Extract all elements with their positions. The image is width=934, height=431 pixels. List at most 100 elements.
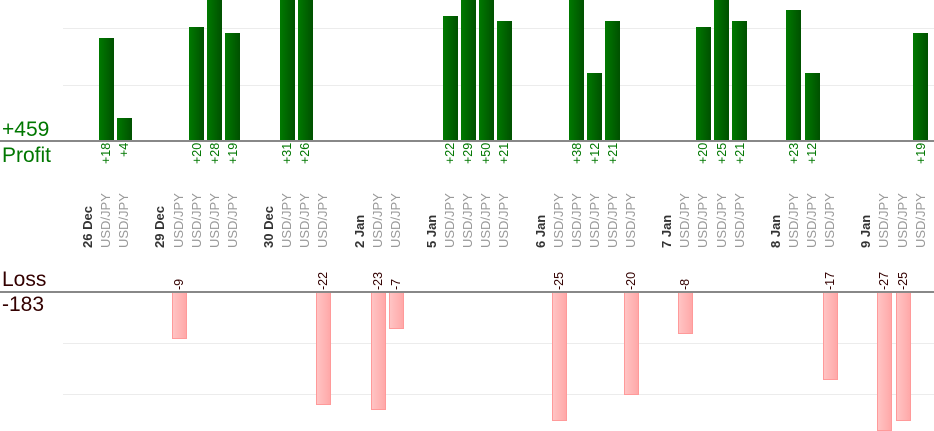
- pair-label: USD/JPY: [623, 193, 638, 248]
- pair-label: USD/JPY: [677, 193, 693, 248]
- profit-value-label: +28: [207, 143, 222, 165]
- date-label: 2 Jan: [351, 214, 367, 248]
- profit-value-label: +50: [479, 143, 494, 165]
- date-label: 7 Jan: [659, 214, 675, 248]
- profit-bar: [225, 32, 241, 141]
- loss-bar: [388, 292, 404, 329]
- loss-bar: [678, 292, 694, 334]
- pair-label: USD/JPY: [478, 193, 494, 248]
- pair-label: USD/JPY: [550, 193, 566, 248]
- profit-bar: [714, 0, 729, 141]
- profit-bar: [478, 0, 494, 141]
- date-label: 6 Jan: [532, 214, 548, 248]
- pair-label: USD/JPY: [387, 193, 403, 248]
- loss-bar: [370, 292, 386, 411]
- pair-label: USD/JPY: [822, 193, 838, 248]
- pair-label: USD/JPY: [785, 193, 801, 248]
- date-label: 5 Jan: [423, 214, 439, 248]
- pair-label: USD/JPY: [912, 193, 928, 248]
- profit-bar: [442, 15, 458, 141]
- pair-label: USD/JPY: [188, 193, 204, 248]
- date-label: 30 Dec: [261, 206, 276, 248]
- pair-label: USD/JPY: [442, 193, 457, 248]
- pair-label: USD/JPY: [98, 193, 114, 248]
- pair-label: USD/JPY: [206, 193, 222, 248]
- loss-gridline: [63, 394, 934, 395]
- profit-bar: [98, 38, 114, 141]
- profit-bar: [207, 0, 223, 141]
- loss-baseline: [0, 291, 934, 293]
- profit-value-label: +21: [497, 143, 512, 165]
- profit-bar: [297, 0, 313, 141]
- loss-value-label: -8: [678, 278, 693, 290]
- loss-bar: [551, 292, 567, 421]
- profit-bar: [116, 118, 132, 141]
- profit-bar: [913, 32, 929, 141]
- pair-label: USD/JPY: [695, 193, 711, 248]
- loss-bar: [624, 292, 639, 395]
- pair-label: USD/JPY: [279, 193, 295, 248]
- profit-bar: [460, 0, 476, 141]
- profit-value-label: +22: [443, 143, 457, 165]
- profit-label: Profit: [2, 144, 52, 167]
- loss-value-label: -23: [370, 271, 385, 290]
- date-label: 29 Dec: [152, 206, 168, 248]
- pair-label: USD/JPY: [894, 193, 910, 248]
- profit-value-label: +12: [587, 143, 602, 165]
- profit-bar: [605, 21, 621, 141]
- profit-value-label: +19: [225, 143, 240, 165]
- loss-value-label: -17: [823, 271, 838, 290]
- loss-total: -183: [2, 293, 45, 316]
- pair-label: USD/JPY: [297, 193, 313, 248]
- profit-value-label: +18: [99, 143, 114, 165]
- profit-value-label: +21: [732, 143, 747, 165]
- loss-gridline: [63, 343, 934, 344]
- pair-label: USD/JPY: [713, 193, 729, 248]
- pair-label: USD/JPY: [804, 193, 819, 248]
- profit-bar: [279, 0, 295, 141]
- profit-value-label: +38: [569, 143, 584, 165]
- date-label: 26 Dec: [80, 206, 95, 248]
- profit-value-label: +4: [117, 143, 132, 158]
- loss-value-label: -27: [877, 271, 892, 290]
- pair-label: USD/JPY: [170, 193, 186, 248]
- loss-bar: [823, 292, 839, 380]
- loss-value-label: -20: [624, 271, 638, 290]
- profit-value-label: +25: [714, 143, 729, 165]
- profit-bar: [695, 27, 711, 141]
- pair-label: USD/JPY: [460, 193, 476, 248]
- date-label: 8 Jan: [767, 214, 783, 248]
- pair-label: USD/JPY: [876, 193, 892, 248]
- pair-label: USD/JPY: [315, 193, 331, 248]
- profit-value-label: +29: [461, 143, 476, 165]
- profit-bar: [189, 27, 205, 141]
- profit-bar: [496, 21, 512, 141]
- profit-bar: [732, 21, 748, 141]
- profit-bar: [804, 72, 820, 141]
- loss-bar: [171, 292, 187, 339]
- pair-label: USD/JPY: [731, 193, 747, 248]
- date-label: 9 Jan: [858, 214, 874, 248]
- loss-value-label: -9: [171, 278, 186, 290]
- loss-label: Loss: [2, 268, 47, 291]
- profit-value-label: +23: [786, 143, 801, 165]
- profit-bar: [569, 0, 585, 141]
- profit-baseline: [0, 140, 934, 142]
- profit-value-label: +20: [696, 143, 711, 165]
- loss-bar: [895, 292, 911, 421]
- pair-label: USD/JPY: [224, 193, 240, 248]
- loss-bar: [316, 292, 332, 406]
- pair-label: USD/JPY: [568, 193, 584, 248]
- pair-label: USD/JPY: [496, 193, 512, 248]
- pair-label: USD/JPY: [116, 193, 132, 248]
- loss-bar: [877, 292, 893, 431]
- pair-label: USD/JPY: [604, 193, 620, 248]
- profit-value-label: +21: [605, 143, 620, 165]
- pair-label: USD/JPY: [586, 193, 602, 248]
- profit-bar: [786, 9, 802, 141]
- profit-bar: [587, 72, 603, 141]
- loss-value-label: -25: [895, 271, 910, 290]
- profit-value-label: +19: [913, 143, 928, 165]
- profit-value-label: +20: [189, 143, 204, 165]
- profit-value-label: +31: [280, 143, 295, 165]
